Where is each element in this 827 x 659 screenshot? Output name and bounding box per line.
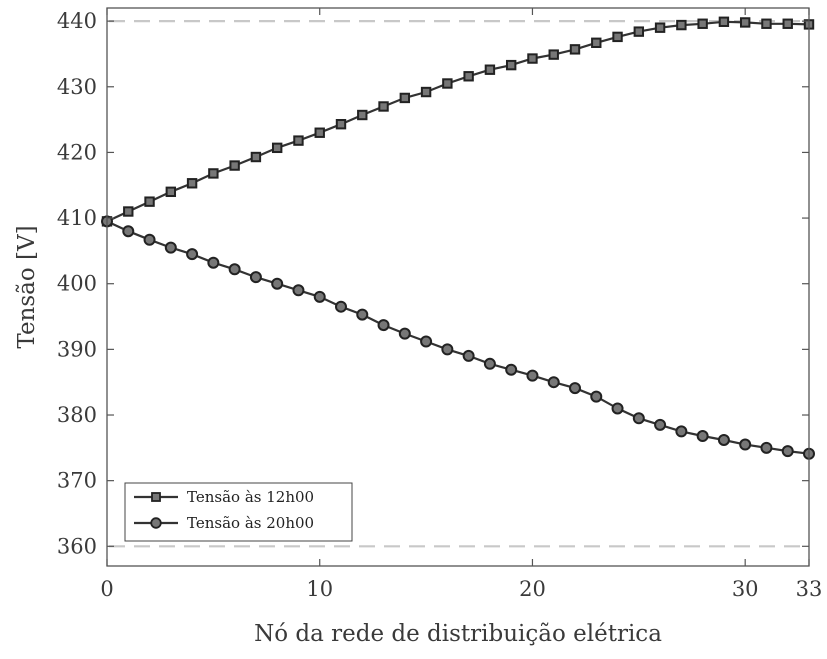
data-point-circle <box>271 277 284 290</box>
series-layer <box>101 16 815 460</box>
data-point-circle <box>590 390 603 403</box>
x-axis-title: Nó da rede de distribuição elétrica <box>254 621 662 647</box>
x-tick-label: 10 <box>306 577 333 601</box>
reference-lines <box>109 20 807 548</box>
data-point-circle <box>526 369 539 382</box>
data-point-square <box>442 78 453 89</box>
data-point-circle <box>483 357 496 370</box>
data-point-circle <box>122 225 135 238</box>
legend-label-20h00: Tensão às 20h00 <box>187 514 314 532</box>
data-point-square <box>654 22 666 33</box>
y-tick-label: 400 <box>57 272 97 296</box>
legend-entry-20h00: Tensão às 20h00 <box>134 514 314 532</box>
series-0 <box>101 16 815 227</box>
ticks-layer: 0 10 20 30 33 360 370 380 390 400 410 420 430 440 <box>57 8 822 601</box>
data-point-circle <box>462 349 475 362</box>
data-point-circle <box>143 233 156 246</box>
y-tick-label: 390 <box>57 337 97 361</box>
data-point-square <box>335 118 347 130</box>
data-point-square <box>271 142 283 154</box>
legend-label-12h00: Tensão às 12h00 <box>187 488 314 506</box>
data-point-square <box>186 178 198 189</box>
y-tick-label: 430 <box>57 75 97 99</box>
data-point-circle <box>632 412 645 425</box>
data-point-square <box>250 151 262 163</box>
data-point-circle <box>569 382 581 395</box>
data-point-square <box>378 101 389 112</box>
data-point-square <box>314 127 325 138</box>
series-line <box>106 20 810 223</box>
data-point-circle <box>335 300 347 313</box>
data-point-square <box>761 18 772 29</box>
data-point-circle <box>654 418 667 431</box>
y-tick-label: 380 <box>57 403 97 427</box>
y-tick-label: 440 <box>57 9 97 33</box>
data-point-circle <box>356 308 369 321</box>
data-point-square <box>208 168 219 179</box>
legend-marker-square <box>151 492 161 502</box>
data-point-circle <box>313 290 326 303</box>
legend: Tensão às 12h00 Tensão às 20h00 <box>124 482 353 542</box>
series-1 <box>101 215 815 460</box>
data-point-circle <box>547 376 560 389</box>
data-point-circle <box>696 430 709 443</box>
y-axis-title: Tensão [V] <box>14 225 40 348</box>
data-point-square <box>165 186 177 198</box>
data-point-square <box>484 64 496 75</box>
x-tick-label: 20 <box>519 577 546 601</box>
data-point-circle <box>228 263 241 276</box>
data-point-square <box>782 18 793 29</box>
data-point-square <box>676 19 687 31</box>
data-point-square <box>123 206 134 217</box>
data-point-square <box>505 59 517 71</box>
y-tick-label: 420 <box>57 140 97 164</box>
data-point-circle <box>717 433 730 446</box>
data-point-circle <box>186 248 199 261</box>
y-tick-label: 410 <box>57 206 97 230</box>
y-tick-label: 370 <box>57 469 97 493</box>
data-point-square <box>229 160 240 171</box>
data-point-square <box>527 53 538 64</box>
data-point-square <box>569 44 581 55</box>
data-point-square <box>612 31 623 43</box>
data-point-circle <box>760 441 773 454</box>
data-point-circle <box>398 327 411 340</box>
legend-marker-circle <box>150 517 162 529</box>
data-point-square <box>357 109 368 121</box>
data-point-square <box>399 92 411 104</box>
data-point-circle <box>675 425 688 438</box>
data-point-square <box>591 37 602 48</box>
data-point-circle <box>292 284 305 297</box>
data-point-circle <box>611 402 624 415</box>
data-point-circle <box>739 438 752 451</box>
data-point-square <box>697 18 708 29</box>
data-point-circle <box>377 319 390 332</box>
x-tick-label: 30 <box>732 577 759 601</box>
data-point-circle <box>420 335 433 348</box>
legend-box <box>124 482 353 542</box>
data-point-square <box>718 16 730 27</box>
data-point-circle <box>781 445 794 458</box>
y-tick-label: 360 <box>57 534 97 558</box>
data-point-square <box>739 17 751 28</box>
data-point-square <box>548 49 559 60</box>
data-point-circle <box>505 363 518 376</box>
plot-frame <box>106 7 810 567</box>
data-point-square <box>293 135 304 146</box>
series-line <box>106 220 810 455</box>
data-point-circle <box>441 343 454 356</box>
data-point-circle <box>249 271 262 284</box>
data-point-square <box>633 26 645 37</box>
data-point-square <box>144 196 155 207</box>
data-point-circle <box>207 256 220 269</box>
legend-entry-12h00: Tensão às 12h00 <box>134 488 314 506</box>
data-point-square <box>463 71 474 82</box>
x-tick-label: 33 <box>796 577 823 601</box>
x-tick-label: 0 <box>100 577 113 601</box>
data-point-circle <box>164 241 177 254</box>
data-point-square <box>420 86 432 98</box>
